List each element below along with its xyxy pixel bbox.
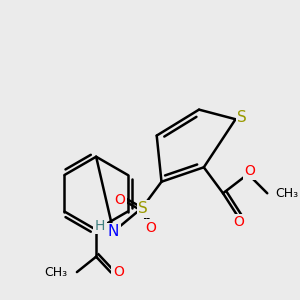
Text: H: H: [95, 219, 105, 233]
Text: O: O: [115, 193, 126, 207]
Text: N: N: [108, 224, 119, 239]
Text: O: O: [244, 164, 255, 178]
Text: S: S: [138, 201, 148, 216]
Text: O: O: [233, 215, 244, 229]
Text: CH₃: CH₃: [275, 187, 298, 200]
Text: O: O: [146, 221, 156, 235]
Text: CH₃: CH₃: [44, 266, 67, 279]
Text: O: O: [113, 265, 124, 279]
Text: S: S: [237, 110, 247, 125]
